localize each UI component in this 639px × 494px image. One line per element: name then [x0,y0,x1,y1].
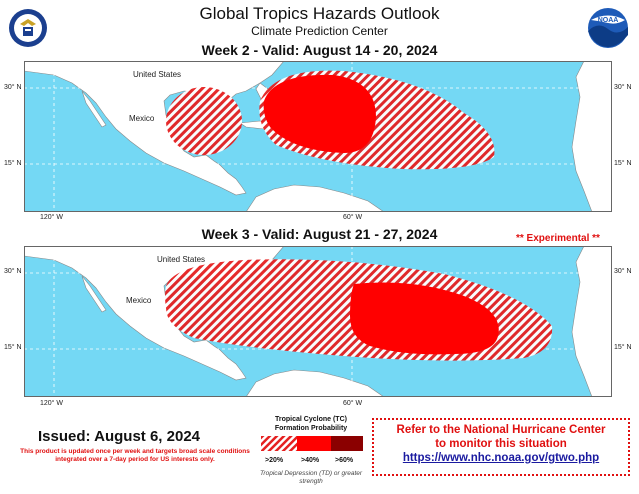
legend-label-60: >60% [335,457,354,464]
legend-label-20: >20% [265,457,284,464]
week2-hazard-high [263,74,376,153]
week2-hazard-gulf [166,87,242,155]
update-note: This product is updated once per week an… [20,448,250,463]
week2-title: Week 2 - Valid: August 14 - 20, 2024 [201,42,438,58]
noaa-logo: NOAA [587,7,629,49]
week2-mexico-label: Mexico [129,114,155,123]
legend-subtitle: Tropical Depression (TD) or greater stre… [259,470,363,485]
page-subtitle: Climate Prediction Center [251,24,388,38]
legend-swatch-20 [261,436,297,451]
legend-title: Tropical Cyclone (TC) Formation Probabil… [274,416,348,432]
experimental-label: ** Experimental ** [516,233,600,244]
week3-lat-30-right: 30° N [614,268,632,275]
legend-label-40: >40% [301,457,320,464]
noaa-logo-text: NOAA [598,17,619,24]
week2-lon-120: 120° W [40,214,64,221]
week3-lon-120: 120° W [40,400,64,407]
week3-lon-60: 60° W [343,400,363,407]
nhc-line1: Refer to the National Hurricane Center [396,424,606,436]
week3-hazard-high [350,282,499,355]
week3-mexico-label: Mexico [126,296,152,305]
legend-swatch-60 [331,436,363,451]
week3-lat-15-right: 15° N [614,344,632,351]
page-title: Global Tropics Hazards Outlook [199,4,440,23]
week2-lat-15-right: 15° N [614,160,632,167]
week2-us-label: United States [133,70,182,79]
week2-map [24,61,612,212]
week3-lat-30: 30° N [4,268,22,275]
week3-us-label: United States [157,255,206,264]
week3-title: Week 3 - Valid: August 21 - 27, 2024 [201,226,438,242]
week2-lat-30: 30° N [4,84,22,91]
week2-lat-30-right: 30° N [614,84,632,91]
week3-map [24,246,612,397]
legend-swatch-40 [297,436,331,451]
commerce-seal-icon [8,8,48,48]
nhc-referral-box: Refer to the National Hurricane Center t… [372,418,630,476]
week2-lat-15: 15° N [4,160,22,167]
week3-lat-15: 15° N [4,344,22,351]
nhc-link[interactable]: https://www.nhc.noaa.gov/gtwo.php [402,452,600,464]
nhc-line2: to monitor this situation [435,438,567,450]
week2-lon-60: 60° W [343,214,363,221]
issued-date: Issued: August 6, 2024 [38,428,200,445]
